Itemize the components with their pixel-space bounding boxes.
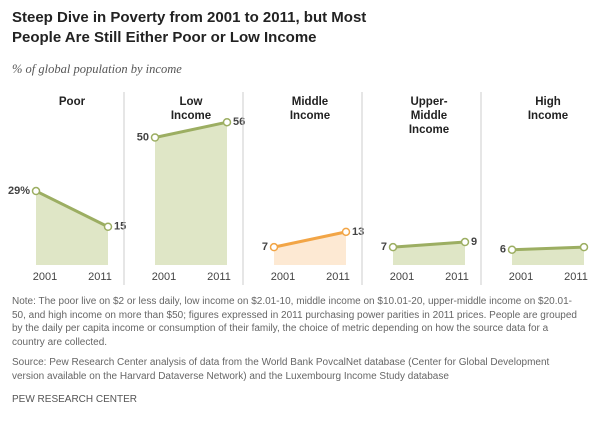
value-label: 56 — [233, 116, 245, 128]
area — [36, 191, 108, 265]
area — [512, 247, 584, 265]
marker — [269, 242, 279, 252]
panel-title: High Income — [527, 96, 569, 122]
x-tick-label: 2001 — [271, 271, 295, 283]
title: Steep Dive in Poverty from 2001 to 2011,… — [12, 9, 367, 46]
line — [273, 230, 347, 249]
value-label: 13 — [352, 226, 364, 238]
x-tick-label: 2001 — [509, 271, 533, 283]
marker — [579, 242, 589, 252]
marker — [31, 186, 41, 196]
x-tick-label: 2011 — [88, 271, 112, 283]
source: Source: Pew Research Center analysis of … — [12, 357, 550, 382]
value-label: 15 — [114, 221, 126, 233]
value-label: 6 — [500, 244, 506, 256]
area — [155, 122, 227, 265]
chart: 29% 15 2001 2011 50 56 2001 2011 7 13 2001 2011 7 9 20… — [8, 92, 589, 285]
panel-title: Poor — [58, 96, 86, 108]
marker — [150, 133, 160, 142]
marker — [388, 242, 398, 252]
note: Note: The poor live on $2 or less daily,… — [12, 296, 577, 348]
value-label: 50 — [137, 131, 149, 143]
area — [274, 231, 346, 265]
value-label: 9 — [471, 236, 477, 248]
line — [35, 189, 109, 229]
credit: PEW RESEARCH CENTER — [12, 394, 138, 405]
line — [154, 120, 228, 139]
line — [392, 240, 466, 249]
marker — [222, 117, 232, 127]
area — [393, 242, 465, 265]
panel-title: Upper-Middle Income — [408, 96, 450, 136]
marker — [507, 245, 517, 254]
x-tick-label: 2001 — [33, 271, 57, 283]
marker — [341, 227, 351, 237]
x-tick-label: 2011 — [445, 271, 469, 283]
x-tick-label: 2001 — [390, 271, 414, 283]
line — [511, 245, 585, 252]
marker — [460, 237, 470, 247]
x-tick-label: 2011 — [564, 271, 588, 283]
marker — [103, 222, 113, 231]
x-tick-label: 2011 — [326, 271, 350, 283]
panel-title: Middle Income — [289, 96, 331, 122]
value-label: 7 — [262, 241, 268, 253]
subtitle: % of global population by income — [12, 62, 182, 76]
x-tick-label: 2011 — [207, 271, 231, 283]
x-tick-label: 2001 — [152, 271, 176, 283]
panel-title: Low Income — [170, 96, 212, 122]
value-label: 7 — [381, 241, 387, 253]
value-label: 29% — [8, 185, 30, 197]
